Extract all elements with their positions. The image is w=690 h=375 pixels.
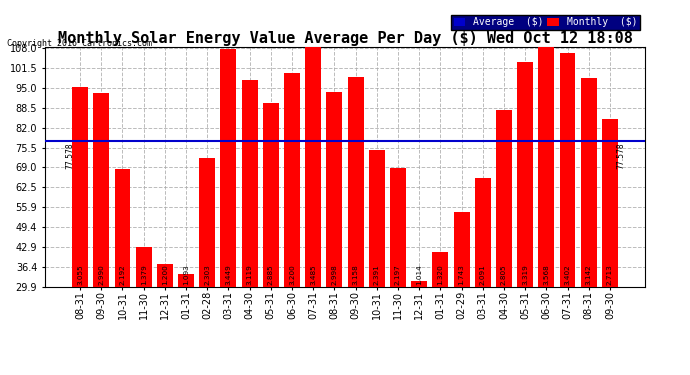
Bar	[221, 49, 237, 287]
Text: 2.713: 2.713	[607, 265, 613, 285]
Bar	[348, 77, 364, 287]
Bar	[93, 93, 109, 287]
Text: 1.320: 1.320	[437, 265, 444, 285]
Bar	[263, 103, 279, 287]
Text: 2.303: 2.303	[204, 265, 210, 285]
Text: 3.402: 3.402	[564, 265, 571, 285]
Bar	[72, 87, 88, 287]
Bar	[326, 92, 342, 287]
Text: 77.578: 77.578	[65, 143, 74, 170]
Title: Monthly Solar Energy Value Average Per Day ($) Wed Oct 12 18:08: Monthly Solar Energy Value Average Per D…	[57, 31, 633, 46]
Bar	[433, 252, 448, 287]
Bar	[475, 178, 491, 287]
Bar	[369, 150, 385, 287]
Text: 3.568: 3.568	[543, 265, 549, 285]
Bar	[115, 169, 130, 287]
Bar	[241, 81, 257, 287]
Text: 3.119: 3.119	[246, 265, 253, 285]
Text: 2.805: 2.805	[501, 265, 507, 285]
Text: 1.379: 1.379	[141, 265, 147, 285]
Bar	[199, 158, 215, 287]
Bar	[496, 110, 512, 287]
Bar	[157, 264, 172, 287]
Text: 2.391: 2.391	[374, 265, 380, 285]
Text: 2.885: 2.885	[268, 265, 274, 285]
Text: 1.014: 1.014	[416, 265, 422, 285]
Text: 3.142: 3.142	[586, 265, 592, 285]
Text: 2.192: 2.192	[119, 265, 126, 285]
Text: 2.990: 2.990	[98, 265, 104, 285]
Text: 1.743: 1.743	[459, 265, 464, 285]
Bar	[453, 212, 469, 287]
Legend: Average  ($), Monthly  ($): Average ($), Monthly ($)	[451, 15, 640, 30]
Bar	[305, 46, 321, 287]
Text: 3.200: 3.200	[289, 265, 295, 285]
Text: 3.055: 3.055	[77, 265, 83, 285]
Bar	[581, 78, 597, 287]
Bar	[390, 168, 406, 287]
Bar	[602, 119, 618, 287]
Bar	[411, 281, 427, 287]
Text: 2.998: 2.998	[331, 265, 337, 285]
Bar	[136, 247, 152, 287]
Text: 3.158: 3.158	[353, 265, 359, 285]
Bar	[284, 73, 300, 287]
Text: 3.449: 3.449	[226, 265, 231, 285]
Text: 77.578: 77.578	[616, 143, 625, 170]
Bar	[178, 274, 194, 287]
Text: 2.091: 2.091	[480, 265, 486, 285]
Text: 2.197: 2.197	[395, 265, 401, 285]
Bar	[560, 53, 575, 287]
Bar	[518, 62, 533, 287]
Text: 3.319: 3.319	[522, 265, 528, 285]
Text: 1.200: 1.200	[162, 265, 168, 285]
Text: Copyright 2016 Cartronics.com: Copyright 2016 Cartronics.com	[7, 39, 152, 48]
Bar	[538, 38, 554, 287]
Text: 3.485: 3.485	[310, 265, 316, 285]
Text: 1.093: 1.093	[183, 265, 189, 285]
